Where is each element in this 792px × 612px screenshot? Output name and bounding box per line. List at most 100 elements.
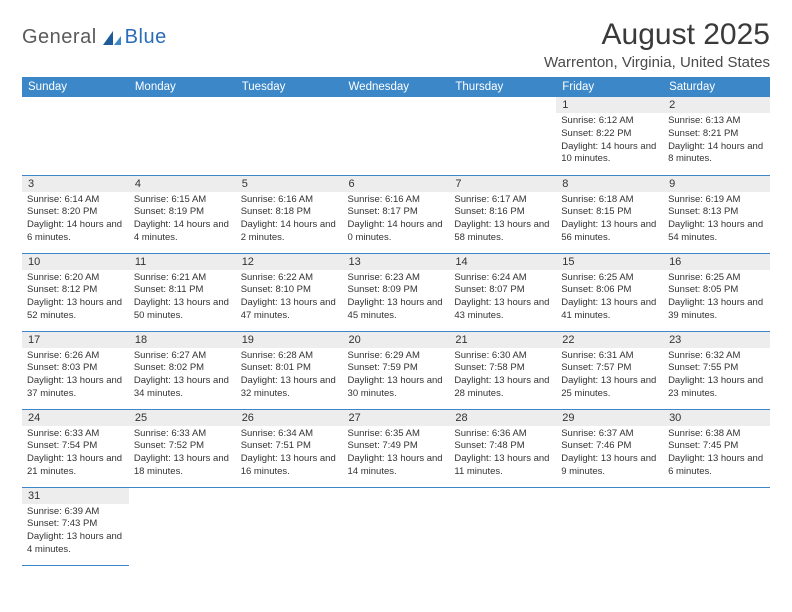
sunset-line: Sunset: 8:06 PM [561, 284, 658, 297]
day-details: Sunrise: 6:15 AMSunset: 8:19 PMDaylight:… [129, 192, 236, 249]
daylight-line: Daylight: 13 hours and 9 minutes. [561, 453, 658, 479]
calendar-cell [129, 487, 236, 565]
daylight-line: Daylight: 13 hours and 47 minutes. [241, 297, 338, 323]
day-number: 29 [556, 410, 663, 426]
day-number: 20 [343, 332, 450, 348]
sunset-line: Sunset: 8:12 PM [27, 284, 124, 297]
day-details: Sunrise: 6:22 AMSunset: 8:10 PMDaylight:… [236, 270, 343, 327]
sunrise-line: Sunrise: 6:17 AM [454, 194, 551, 207]
daylight-line: Daylight: 13 hours and 6 minutes. [668, 453, 765, 479]
day-number: 19 [236, 332, 343, 348]
day-details: Sunrise: 6:30 AMSunset: 7:58 PMDaylight:… [449, 348, 556, 405]
day-number: 22 [556, 332, 663, 348]
calendar-cell: 23Sunrise: 6:32 AMSunset: 7:55 PMDayligh… [663, 331, 770, 409]
day-number: 9 [663, 176, 770, 192]
sunrise-line: Sunrise: 6:19 AM [668, 194, 765, 207]
sunrise-line: Sunrise: 6:16 AM [241, 194, 338, 207]
day-number: 26 [236, 410, 343, 426]
day-number: 6 [343, 176, 450, 192]
calendar-cell [343, 97, 450, 175]
daylight-line: Daylight: 13 hours and 4 minutes. [27, 531, 124, 557]
calendar-cell: 28Sunrise: 6:36 AMSunset: 7:48 PMDayligh… [449, 409, 556, 487]
day-number: 18 [129, 332, 236, 348]
day-number: 7 [449, 176, 556, 192]
calendar-cell: 4Sunrise: 6:15 AMSunset: 8:19 PMDaylight… [129, 175, 236, 253]
sunset-line: Sunset: 8:10 PM [241, 284, 338, 297]
calendar-row: 10Sunrise: 6:20 AMSunset: 8:12 PMDayligh… [22, 253, 770, 331]
day-details: Sunrise: 6:25 AMSunset: 8:05 PMDaylight:… [663, 270, 770, 327]
calendar-cell: 22Sunrise: 6:31 AMSunset: 7:57 PMDayligh… [556, 331, 663, 409]
sunrise-line: Sunrise: 6:31 AM [561, 350, 658, 363]
day-number: 3 [22, 176, 129, 192]
day-details: Sunrise: 6:36 AMSunset: 7:48 PMDaylight:… [449, 426, 556, 483]
calendar-row: 24Sunrise: 6:33 AMSunset: 7:54 PMDayligh… [22, 409, 770, 487]
day-details: Sunrise: 6:13 AMSunset: 8:21 PMDaylight:… [663, 113, 770, 170]
day-header: Tuesday [236, 77, 343, 97]
sunset-line: Sunset: 8:13 PM [668, 206, 765, 219]
daylight-line: Daylight: 13 hours and 18 minutes. [134, 453, 231, 479]
day-number: 31 [22, 488, 129, 504]
calendar-cell: 30Sunrise: 6:38 AMSunset: 7:45 PMDayligh… [663, 409, 770, 487]
daylight-line: Daylight: 13 hours and 25 minutes. [561, 375, 658, 401]
calendar-cell: 10Sunrise: 6:20 AMSunset: 8:12 PMDayligh… [22, 253, 129, 331]
day-details: Sunrise: 6:19 AMSunset: 8:13 PMDaylight:… [663, 192, 770, 249]
day-number: 16 [663, 254, 770, 270]
brand-part2: Blue [125, 26, 167, 49]
sunrise-line: Sunrise: 6:23 AM [348, 272, 445, 285]
day-details: Sunrise: 6:27 AMSunset: 8:02 PMDaylight:… [129, 348, 236, 405]
daylight-line: Daylight: 13 hours and 41 minutes. [561, 297, 658, 323]
day-details: Sunrise: 6:16 AMSunset: 8:17 PMDaylight:… [343, 192, 450, 249]
sunrise-line: Sunrise: 6:38 AM [668, 428, 765, 441]
sunrise-line: Sunrise: 6:20 AM [27, 272, 124, 285]
daylight-line: Daylight: 14 hours and 4 minutes. [134, 219, 231, 245]
day-number: 24 [22, 410, 129, 426]
day-number: 21 [449, 332, 556, 348]
day-details: Sunrise: 6:16 AMSunset: 8:18 PMDaylight:… [236, 192, 343, 249]
calendar-cell: 5Sunrise: 6:16 AMSunset: 8:18 PMDaylight… [236, 175, 343, 253]
calendar-cell [449, 487, 556, 565]
day-details: Sunrise: 6:38 AMSunset: 7:45 PMDaylight:… [663, 426, 770, 483]
sunrise-line: Sunrise: 6:34 AM [241, 428, 338, 441]
day-header: Thursday [449, 77, 556, 97]
calendar-cell: 13Sunrise: 6:23 AMSunset: 8:09 PMDayligh… [343, 253, 450, 331]
day-number: 5 [236, 176, 343, 192]
sunrise-line: Sunrise: 6:18 AM [561, 194, 658, 207]
sunrise-line: Sunrise: 6:22 AM [241, 272, 338, 285]
daylight-line: Daylight: 13 hours and 34 minutes. [134, 375, 231, 401]
calendar-cell: 12Sunrise: 6:22 AMSunset: 8:10 PMDayligh… [236, 253, 343, 331]
day-details: Sunrise: 6:35 AMSunset: 7:49 PMDaylight:… [343, 426, 450, 483]
sunrise-line: Sunrise: 6:21 AM [134, 272, 231, 285]
day-number: 8 [556, 176, 663, 192]
day-details: Sunrise: 6:31 AMSunset: 7:57 PMDaylight:… [556, 348, 663, 405]
sunset-line: Sunset: 7:52 PM [134, 440, 231, 453]
daylight-line: Daylight: 13 hours and 30 minutes. [348, 375, 445, 401]
daylight-line: Daylight: 13 hours and 21 minutes. [27, 453, 124, 479]
day-details: Sunrise: 6:20 AMSunset: 8:12 PMDaylight:… [22, 270, 129, 327]
day-details: Sunrise: 6:34 AMSunset: 7:51 PMDaylight:… [236, 426, 343, 483]
calendar-cell: 7Sunrise: 6:17 AMSunset: 8:16 PMDaylight… [449, 175, 556, 253]
daylight-line: Daylight: 13 hours and 52 minutes. [27, 297, 124, 323]
day-details: Sunrise: 6:33 AMSunset: 7:52 PMDaylight:… [129, 426, 236, 483]
day-details: Sunrise: 6:37 AMSunset: 7:46 PMDaylight:… [556, 426, 663, 483]
calendar-cell [129, 97, 236, 175]
day-number: 13 [343, 254, 450, 270]
day-number: 12 [236, 254, 343, 270]
sunset-line: Sunset: 8:22 PM [561, 128, 658, 141]
daylight-line: Daylight: 13 hours and 39 minutes. [668, 297, 765, 323]
day-number: 15 [556, 254, 663, 270]
title-block: August 2025 Warrenton, Virginia, United … [544, 18, 770, 71]
day-details: Sunrise: 6:17 AMSunset: 8:16 PMDaylight:… [449, 192, 556, 249]
day-details: Sunrise: 6:18 AMSunset: 8:15 PMDaylight:… [556, 192, 663, 249]
daylight-line: Daylight: 13 hours and 45 minutes. [348, 297, 445, 323]
sunset-line: Sunset: 7:58 PM [454, 362, 551, 375]
daylight-line: Daylight: 13 hours and 32 minutes. [241, 375, 338, 401]
calendar-cell: 3Sunrise: 6:14 AMSunset: 8:20 PMDaylight… [22, 175, 129, 253]
daylight-line: Daylight: 14 hours and 0 minutes. [348, 219, 445, 245]
sunrise-line: Sunrise: 6:15 AM [134, 194, 231, 207]
sunrise-line: Sunrise: 6:13 AM [668, 115, 765, 128]
sunrise-line: Sunrise: 6:26 AM [27, 350, 124, 363]
daylight-line: Daylight: 13 hours and 23 minutes. [668, 375, 765, 401]
sunset-line: Sunset: 7:48 PM [454, 440, 551, 453]
calendar-cell [343, 487, 450, 565]
daylight-line: Daylight: 13 hours and 16 minutes. [241, 453, 338, 479]
